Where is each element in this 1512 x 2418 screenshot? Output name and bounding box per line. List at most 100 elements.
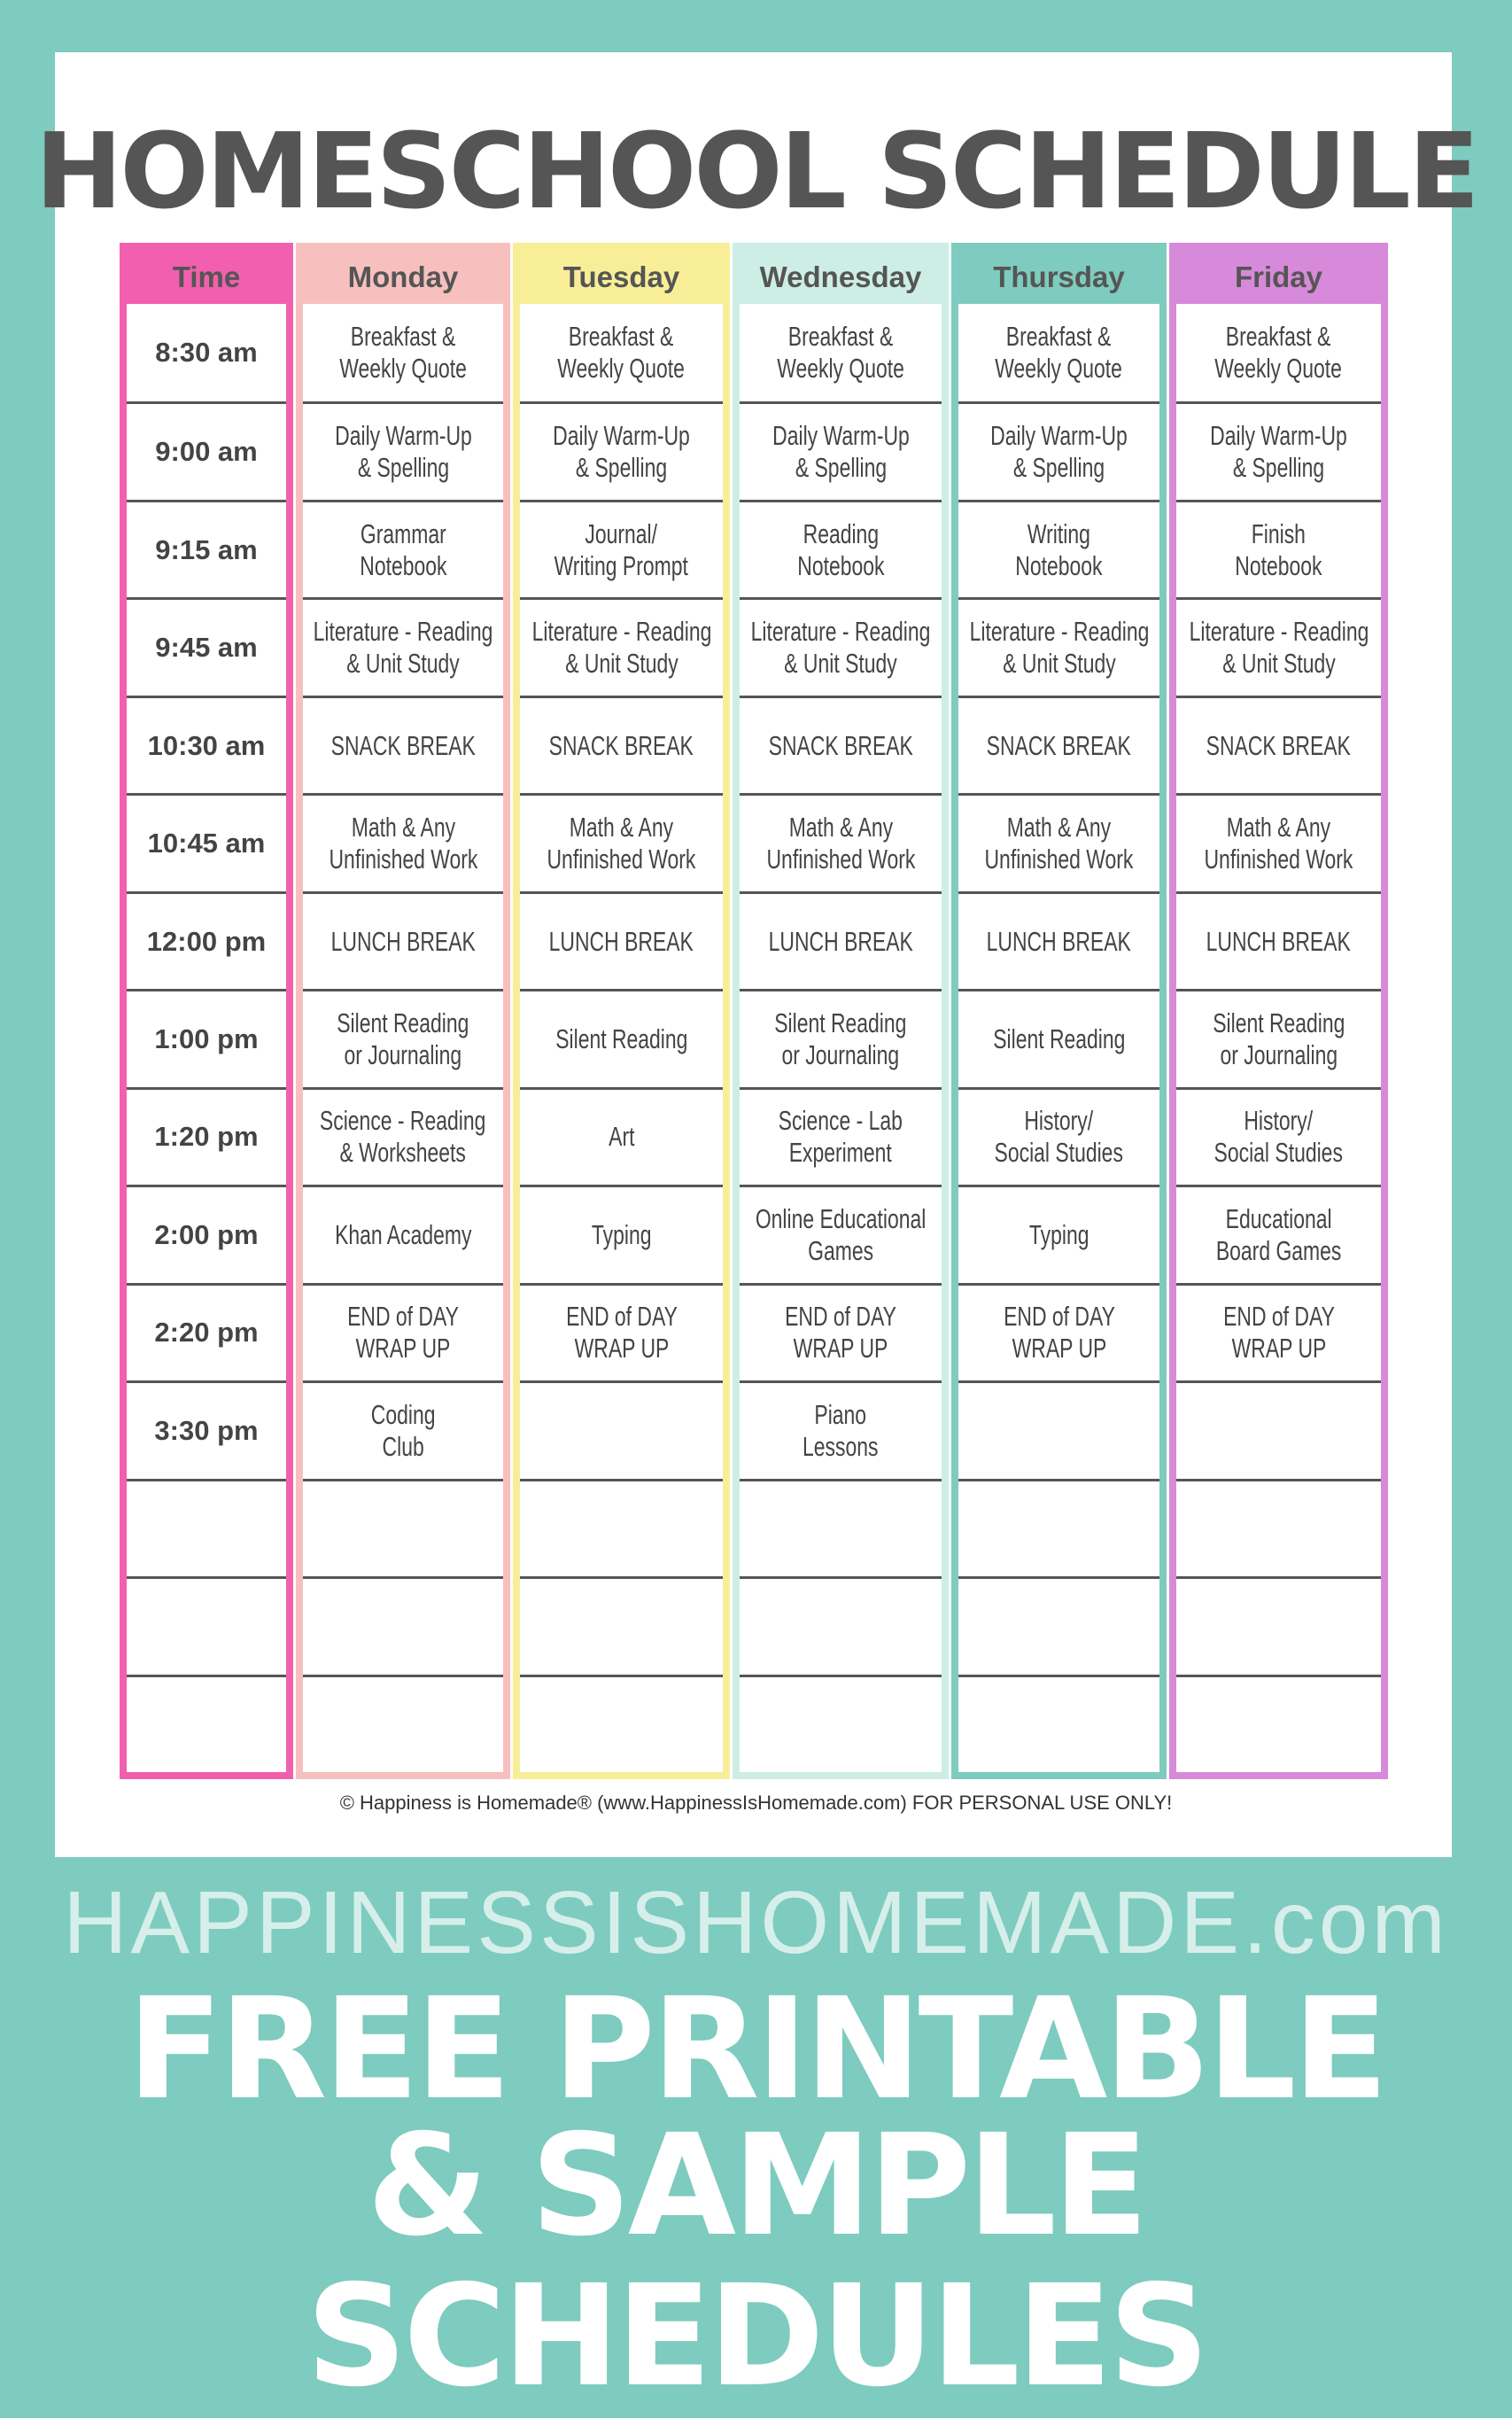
time-cell: 9:15 am xyxy=(127,499,286,597)
cell-text: 2:00 pm xyxy=(154,1218,259,1250)
cell-text: LUNCH BREAK xyxy=(330,925,476,957)
cell-text: Literature - Reading & Unit Study xyxy=(1189,616,1369,680)
activity-cell xyxy=(958,1380,1159,1478)
cell-text: Finish Notebook xyxy=(1235,517,1322,581)
activity-cell: Typing xyxy=(958,1185,1159,1282)
cell-text: Math & Any Unfinished Work xyxy=(1204,812,1353,875)
activity-cell: Science - Reading & Worksheets xyxy=(303,1086,503,1185)
cell-text: Breakfast & Weekly Quote xyxy=(1214,321,1343,385)
table-column: Thursday Breakfast & Weekly Quote Daily Wa… xyxy=(951,243,1167,1779)
cell-text: Breakfast & Weekly Quote xyxy=(995,321,1123,385)
cell-text: Reading Notebook xyxy=(796,517,885,581)
cell-text: Math & Any Unfinished Work xyxy=(547,812,696,875)
activity-cell: Breakfast & Weekly Quote xyxy=(958,304,1159,401)
activity-cell: Math & Any Unfinished Work xyxy=(740,793,942,890)
time-cell: 1:00 pm xyxy=(127,989,286,1086)
activity-cell: Online Educational Games xyxy=(740,1185,942,1282)
table-column: Wednesday Breakfast & Weekly Quote Daily W… xyxy=(733,243,949,1779)
activity-cell: LUNCH BREAK xyxy=(303,890,503,989)
activity-cell: Math & Any Unfinished Work xyxy=(303,793,503,890)
cell-text: History/ Social Studies xyxy=(994,1105,1124,1169)
activity-cell: Literature - Reading & Unit Study xyxy=(740,597,942,695)
cell-text: Typing xyxy=(1028,1218,1089,1250)
activity-cell: Daily Warm-Up & Spelling xyxy=(303,401,503,499)
activity-cell xyxy=(303,1478,503,1576)
column-header: Tuesday xyxy=(520,250,723,304)
column-header: Wednesday xyxy=(740,250,942,304)
cell-text: END of DAY WRAP UP xyxy=(1003,1301,1115,1364)
cell-text: END of DAY WRAP UP xyxy=(565,1301,678,1364)
cell-text: END of DAY WRAP UP xyxy=(1222,1301,1335,1364)
column-header: Thursday xyxy=(958,250,1159,304)
activity-cell: Piano Lessons xyxy=(740,1380,942,1478)
cell-text: Breakfast & Weekly Quote xyxy=(339,321,467,385)
time-cell xyxy=(127,1674,286,1772)
cell-text: Math & Any Unfinished Work xyxy=(329,812,477,875)
time-cell: 12:00 pm xyxy=(127,890,286,989)
activity-cell: Silent Reading or Journaling xyxy=(303,989,503,1086)
cell-text: Literature - Reading & Unit Study xyxy=(313,616,493,680)
cell-text: Daily Warm-Up & Spelling xyxy=(1210,420,1347,484)
cell-text: 9:15 am xyxy=(155,533,258,565)
activity-cell: Daily Warm-Up & Spelling xyxy=(1176,401,1381,499)
activity-cell: SNACK BREAK xyxy=(740,695,942,793)
page: {"header": {"title": "HOMESCHOOL SCHEDUL… xyxy=(35,52,1480,2412)
activity-cell xyxy=(520,1478,723,1576)
activity-cell: History/ Social Studies xyxy=(958,1086,1159,1185)
activity-cell: Khan Academy xyxy=(303,1185,503,1282)
cell-text: 9:00 am xyxy=(155,436,258,468)
activity-cell: Literature - Reading & Unit Study xyxy=(958,597,1159,695)
activity-cell: Educational Board Games xyxy=(1176,1185,1381,1282)
activity-cell: Breakfast & Weekly Quote xyxy=(303,304,503,401)
activity-cell: Literature - Reading & Unit Study xyxy=(303,597,503,695)
title: HOMESCHOOL SCHEDULE xyxy=(35,110,1480,232)
activity-cell: LUNCH BREAK xyxy=(958,890,1159,989)
cell-text: Science - Lab Experiment xyxy=(778,1105,903,1169)
cell-text: Daily Warm-Up & Spelling xyxy=(553,420,690,484)
activity-cell: Literature - Reading & Unit Study xyxy=(520,597,723,695)
time-cell: 8:30 am xyxy=(127,304,286,401)
cell-text: Piano Lessons xyxy=(803,1398,879,1462)
activity-cell: Silent Reading xyxy=(958,989,1159,1086)
cell-text: SNACK BREAK xyxy=(330,729,476,761)
time-cell xyxy=(127,1576,286,1674)
table-column: Tuesday Breakfast & Weekly Quote Daily War… xyxy=(513,243,730,1779)
cell-text: Literature - Reading & Unit Study xyxy=(969,616,1149,680)
cell-text: SNACK BREAK xyxy=(986,729,1132,761)
activity-cell xyxy=(958,1674,1159,1772)
cell-text: Breakfast & Weekly Quote xyxy=(777,321,904,385)
cell-text: Daily Warm-Up & Spelling xyxy=(334,420,472,484)
cell-text: 12:00 pm xyxy=(146,925,267,957)
activity-cell: Literature - Reading & Unit Study xyxy=(1176,597,1381,695)
cell-text: 1:00 pm xyxy=(154,1022,259,1054)
activity-cell xyxy=(520,1576,723,1674)
cell-text: Silent Reading xyxy=(554,1022,688,1054)
activity-cell: Grammar Notebook xyxy=(303,499,503,597)
activity-cell xyxy=(1176,1380,1381,1478)
activity-cell: LUNCH BREAK xyxy=(740,890,942,989)
activity-cell: Breakfast & Weekly Quote xyxy=(1176,304,1381,401)
activity-cell: Breakfast & Weekly Quote xyxy=(520,304,723,401)
activity-cell xyxy=(958,1478,1159,1576)
cell-text: Silent Reading xyxy=(992,1022,1126,1054)
activity-cell: SNACK BREAK xyxy=(520,695,723,793)
time-cell: 3:30 pm xyxy=(127,1380,286,1478)
cell-text: SNACK BREAK xyxy=(1206,729,1352,761)
activity-cell: Math & Any Unfinished Work xyxy=(520,793,723,890)
time-cell xyxy=(127,1478,286,1576)
time-cell: 10:45 am xyxy=(127,793,286,890)
activity-cell: Journal/ Writing Prompt xyxy=(520,499,723,597)
column-header: Time xyxy=(127,250,286,304)
activity-cell: END of DAY WRAP UP xyxy=(740,1282,942,1380)
cell-text: END of DAY WRAP UP xyxy=(347,1301,459,1364)
activity-cell: Typing xyxy=(520,1185,723,1282)
activity-cell: Writing Notebook xyxy=(958,499,1159,597)
table-column: Friday Breakfast & Weekly Quote Daily Warm… xyxy=(1169,243,1388,1779)
column-header: Friday xyxy=(1176,250,1381,304)
activity-cell: Reading Notebook xyxy=(740,499,942,597)
cell-text: Daily Warm-Up & Spelling xyxy=(772,420,910,484)
site-name: HAPPINESSISHOMEMADE.com xyxy=(63,1873,1449,1972)
activity-cell: Silent Reading or Journaling xyxy=(1176,989,1381,1086)
activity-cell: SNACK BREAK xyxy=(1176,695,1381,793)
cell-text: Journal/ Writing Prompt xyxy=(554,517,689,581)
